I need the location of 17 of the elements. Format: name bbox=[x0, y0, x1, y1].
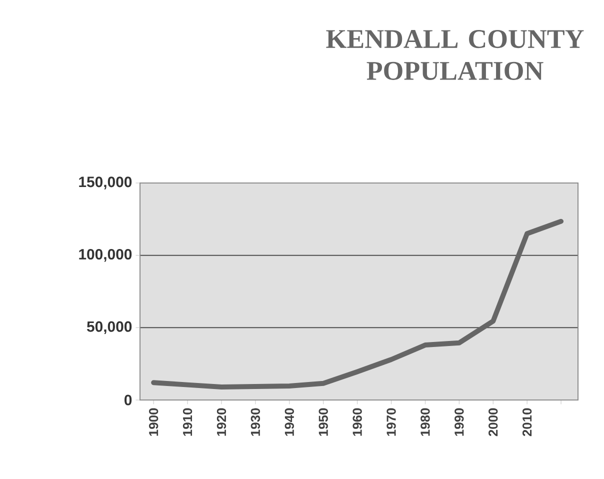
x-tick-label: 1960 bbox=[352, 408, 362, 436]
x-tick-label: 2010 bbox=[522, 408, 532, 436]
x-tick-label: 1950 bbox=[318, 408, 328, 436]
x-tick-label: 2000 bbox=[488, 408, 498, 436]
y-tick-label: 0 bbox=[124, 394, 132, 406]
x-tick-label: 1990 bbox=[454, 408, 464, 436]
chart-title: KENDALL COUNTY POPULATION bbox=[326, 30, 584, 80]
x-tick-label: 1930 bbox=[250, 408, 260, 436]
y-tick-label: 150,000 bbox=[79, 176, 132, 190]
y-tick-label: 50,000 bbox=[86, 321, 132, 334]
x-tick-label: 1970 bbox=[386, 408, 396, 436]
x-tick-label: 1940 bbox=[284, 408, 294, 436]
y-tick-label: 100,000 bbox=[79, 248, 132, 262]
x-tick-label: 1920 bbox=[216, 408, 226, 436]
x-tick-label: 1900 bbox=[148, 408, 158, 436]
x-tick-label: 1980 bbox=[420, 408, 430, 436]
x-tick-label: 1910 bbox=[182, 408, 192, 436]
